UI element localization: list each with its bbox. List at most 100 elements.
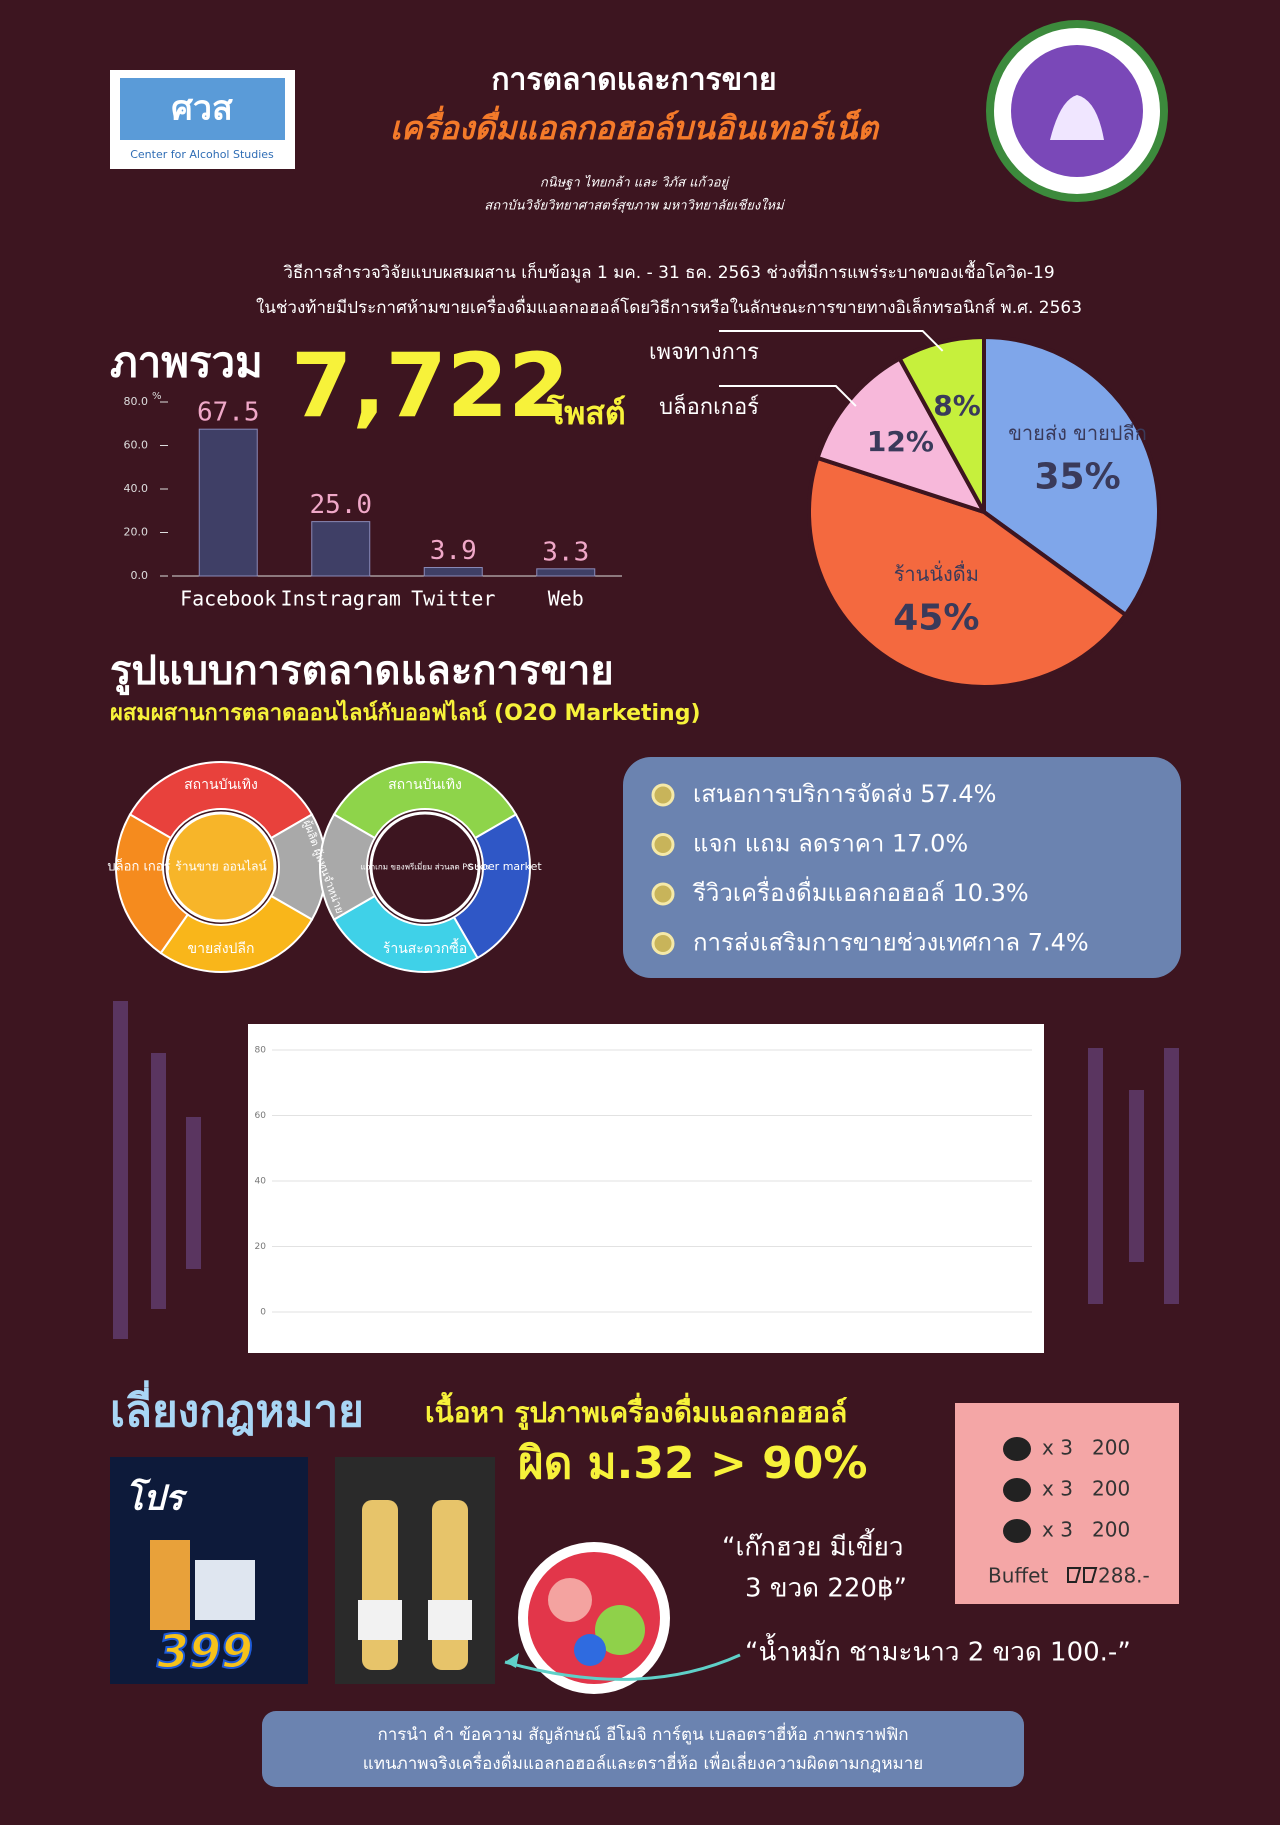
pie-slice: [806, 455, 1129, 690]
note-line: การนำ คำ ข้อความ สัญลักษณ์ อีโมจิ การ์ตู…: [377, 1722, 908, 1745]
price-value: 200: [1092, 1477, 1130, 1501]
value-label: 3.9: [430, 536, 477, 566]
animal-icon: [1003, 1519, 1031, 1543]
overview-unit: โพสต์: [546, 394, 626, 432]
authors: กนิษฐา ไทยกล้า และ วิภัส แก้วอยู่: [540, 175, 730, 191]
leader-line: [719, 329, 944, 352]
channel-item: การส่งเสริมการขายช่วงเทศกาล 7.4%: [693, 929, 1089, 957]
promo-glass: [195, 1560, 255, 1620]
bullet: [651, 882, 675, 906]
decor-bar: [151, 1053, 166, 1309]
quote: 3 ขวด 220฿”: [745, 1574, 907, 1604]
title-line1: การตลาดและการขาย: [491, 63, 776, 98]
title-line2: เครื่องดื่มแอลกอฮอล์บนอินเทอร์เน็ต: [390, 105, 880, 147]
animal-icon: [1003, 1437, 1031, 1461]
promo-price: 399: [157, 1625, 253, 1679]
logo-left-sub: Center for Alcohol Studies: [130, 148, 274, 161]
loophole-subtitle: เนื้อหา รูปภาพเครื่องดื่มแอลกอฮอล์: [425, 1391, 847, 1430]
affiliation: สถาบันวิจัยวิทยาศาสตร์สุขภาพ มหาวิทยาลัย…: [484, 198, 785, 214]
ring-segment: [319, 813, 377, 921]
diagram-label: แจกเกม ของพรีเมี่ยม ส่วนลด PG รศร: [360, 861, 490, 872]
fruit: [574, 1634, 606, 1666]
slice-label: เพจทางการ: [649, 340, 759, 365]
leader-line: [719, 385, 857, 407]
arrow: [504, 1653, 741, 1681]
price-value: 200: [1092, 1518, 1130, 1542]
line-chart-panel: [248, 1024, 1044, 1353]
diagram-label: super market: [468, 860, 542, 873]
buffet-price: 288.-: [1098, 1564, 1150, 1588]
y-tick-label: 80: [255, 1046, 267, 1056]
diagram-label: ขายส่งปลีก: [188, 941, 255, 957]
bottle: [432, 1500, 468, 1670]
ring-segment: [332, 894, 479, 973]
y-tick-label: 60.0: [124, 439, 149, 452]
quote: “น้ำหมัก ชามะนาว 2 ขวด 100.-”: [745, 1633, 1131, 1668]
buffet-label: Buffet: [988, 1564, 1048, 1588]
line-chart: 0 20 40 60 80: [255, 1046, 1032, 1318]
ring-segment: [159, 894, 314, 973]
y-unit: %: [152, 391, 162, 402]
decor-bars: [113, 1001, 1179, 1339]
y-tick-label: 20: [255, 1242, 267, 1252]
logo-left-text: ศวส: [171, 89, 233, 129]
value-label: 12%: [867, 425, 934, 458]
bottle-label: [358, 1600, 402, 1640]
promo-bottle: [150, 1540, 190, 1630]
pie-chart: ขายส่ง ขายปลีก 35% ร้านนั่งดื่ม 45% 12% บล็อก…: [649, 329, 1162, 690]
y-tick-label: 20.0: [124, 526, 149, 539]
decor-bar: [186, 1117, 201, 1269]
logo-right-emblem: [1050, 95, 1104, 140]
price-list: x 3 200 x 3 200 x 3 200 Buffet 288.-: [988, 1436, 1150, 1588]
y-tick-label: 80.0: [124, 395, 149, 408]
bar-chart: 0.0 20.0 40.0 60.0 80.0 % 67.5 Facebook 25.0 Inst…: [124, 391, 622, 611]
bar: [536, 568, 596, 577]
channels-list: เสนอการบริการจัดส่ง 57.4% แจก แถม ลดราคา …: [651, 780, 1089, 957]
ring-segment: [128, 761, 314, 840]
slice-label: บล็อกเกอร์: [659, 392, 759, 420]
method-line: วิธีการสำรวจวิจัยแบบผสมผสาน เก็บข้อมูล 1…: [283, 260, 1055, 283]
bar: [423, 567, 483, 577]
slice-label: ร้านนั่งดื่ม: [894, 560, 979, 586]
bar: [198, 428, 258, 577]
inner-circle: [165, 811, 277, 923]
pie-slice: [896, 334, 986, 513]
x-tick-label: Facebook: [180, 587, 276, 611]
glasses-icon: [1067, 1567, 1098, 1583]
value-label: 35%: [1034, 456, 1120, 497]
diagram-label: สถานบันเทิง: [184, 777, 258, 793]
violation: ผิด ม.32 > 90%: [518, 1438, 868, 1489]
section-subtitle: ผสมผสานการตลาดออนไลน์กับออฟไลน์ (O2O Mar…: [110, 699, 701, 726]
diagram-label: สถานบันเทิง: [388, 777, 462, 793]
channel-item: รีวิวเครื่องดื่มแอลกอฮอล์ 10.3%: [692, 876, 1029, 907]
bullet: [651, 783, 675, 807]
fruit: [595, 1605, 645, 1655]
price-qty: x 3: [1042, 1477, 1073, 1501]
inner-circle: [369, 811, 481, 923]
diagram-label: บล็อก เกอร์: [107, 857, 170, 875]
value-label: 3.3: [542, 537, 589, 567]
arrow-head: [505, 1653, 519, 1668]
quote: “เก๊กฮวย มีเขี้ยว: [722, 1528, 903, 1563]
x-tick-label: Instragram: [281, 587, 401, 611]
decor-bar: [113, 1001, 128, 1339]
value-label: 25.0: [309, 490, 372, 520]
x-tick-label: Web: [548, 587, 584, 611]
slice-label: ขายส่ง ขายปลีก: [1008, 421, 1147, 445]
value-label: 67.5: [197, 398, 260, 428]
price-qty: x 3: [1042, 1518, 1073, 1542]
y-tick-label: 0: [260, 1308, 266, 1318]
ring-segment: [452, 813, 531, 960]
y-tick-label: 40: [255, 1177, 267, 1187]
animal-icon: [1003, 1478, 1031, 1502]
y-tick-label: 60: [255, 1111, 267, 1121]
price-value: 200: [1092, 1436, 1130, 1460]
overview-total: 7,722: [291, 334, 569, 437]
channel-item: เสนอการบริการจัดส่ง 57.4%: [693, 780, 996, 808]
decor-bar: [1164, 1048, 1179, 1304]
ring-segment: [115, 813, 190, 955]
bullet: [651, 932, 675, 955]
y-tick-label: 0.0: [131, 569, 149, 582]
ring-segment: [332, 761, 518, 840]
